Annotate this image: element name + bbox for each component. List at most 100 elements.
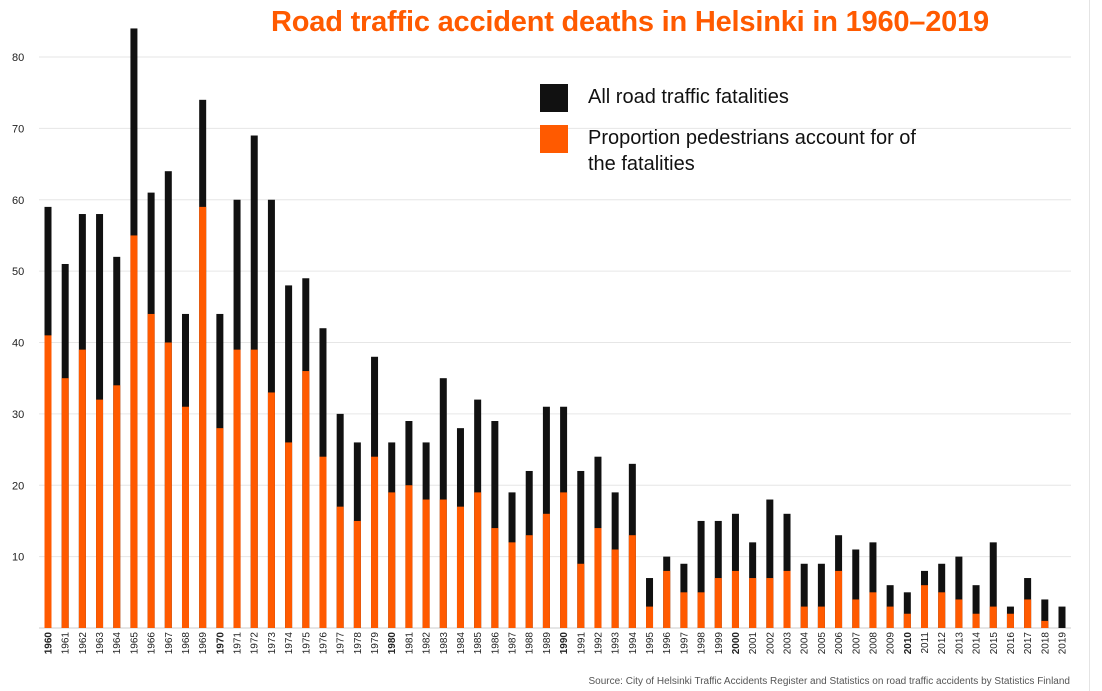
bar-pedestrians-2017 [1024, 599, 1032, 628]
bar-pedestrians-1969 [199, 206, 207, 628]
bar-pedestrians-1967 [164, 342, 172, 628]
bar-pedestrians-2018 [1041, 620, 1049, 628]
x-tick-label-1977: 1977 [336, 632, 347, 655]
x-tick-label-1983: 1983 [439, 632, 450, 655]
bar-pedestrians-2003 [783, 570, 791, 628]
x-tick-label-2013: 2013 [954, 632, 965, 655]
x-tick-label-1985: 1985 [473, 632, 484, 655]
bar-pedestrians-1990 [560, 492, 568, 628]
bar-pedestrians-1979 [371, 456, 379, 628]
x-tick-label-1998: 1998 [697, 632, 708, 655]
x-tick-label-1994: 1994 [628, 632, 639, 655]
bar-pedestrians-1981 [405, 485, 413, 628]
x-tick-label-2015: 2015 [989, 632, 1000, 655]
bar-pedestrians-2012 [938, 592, 946, 628]
x-tick-label-2019: 2019 [1058, 632, 1069, 655]
x-tick-label-1978: 1978 [353, 632, 364, 655]
bar-pedestrians-2010 [903, 613, 911, 628]
bar-total-1995 [646, 578, 654, 628]
x-tick-label-1970: 1970 [215, 632, 226, 655]
bar-pedestrians-2005 [817, 606, 825, 628]
x-tick-label-1982: 1982 [422, 632, 433, 655]
x-tick-label-1969: 1969 [198, 632, 209, 655]
x-tick-label-1987: 1987 [508, 632, 519, 655]
bar-pedestrians-1998 [697, 592, 705, 628]
x-tick-label-2012: 2012 [937, 632, 948, 655]
x-tick-label-1972: 1972 [250, 632, 261, 655]
x-tick-label-1964: 1964 [112, 632, 123, 655]
bar-pedestrians-2002 [766, 578, 774, 628]
x-tick-label-2014: 2014 [972, 632, 983, 655]
bar-pedestrians-1973 [267, 392, 275, 628]
y-axis-ticks: 10 20 30 40 50 60 70 80 [12, 52, 24, 564]
gridlines [39, 56, 1071, 629]
bar-pedestrians-1983 [439, 499, 447, 628]
bar-pedestrians-1975 [302, 371, 310, 628]
bar-pedestrians-1978 [353, 520, 361, 628]
bar-pedestrians-1991 [577, 563, 585, 628]
bar-total-1986 [491, 421, 499, 628]
x-tick-label-1993: 1993 [611, 632, 622, 655]
x-tick-label-1963: 1963 [95, 632, 106, 655]
bar-total-2018 [1041, 599, 1049, 628]
x-tick-label-2002: 2002 [765, 632, 776, 655]
y-tick-label: 50 [12, 266, 24, 278]
x-tick-label-2016: 2016 [1006, 632, 1017, 655]
bar-pedestrians-2007 [852, 599, 860, 628]
bar-pedestrians-1962 [78, 349, 86, 628]
bar-pedestrians-1989 [542, 513, 550, 628]
x-tick-label-1986: 1986 [490, 632, 501, 655]
bar-pedestrians-1963 [96, 399, 104, 628]
y-tick-label: 60 [12, 195, 24, 207]
bar-pedestrians-1982 [422, 499, 430, 628]
legend-item-all-fatalities: All road traffic fatalities [540, 84, 789, 112]
bar-pedestrians-1960 [44, 335, 52, 628]
bar-pedestrians-1968 [181, 406, 189, 628]
bar-pedestrians-1992 [594, 528, 602, 628]
x-tick-label-1999: 1999 [714, 632, 725, 655]
bar-pedestrians-1964 [113, 385, 121, 628]
bar-total-1999 [714, 520, 722, 628]
bar-pedestrians-1995 [646, 606, 654, 628]
bar-pedestrians-1996 [663, 570, 671, 628]
bar-total-2008 [869, 542, 877, 628]
x-tick-label-1989: 1989 [542, 632, 553, 655]
x-tick-label-1995: 1995 [645, 632, 656, 655]
bar-pedestrians-1999 [714, 578, 722, 628]
bar-pedestrians-2014 [972, 613, 980, 628]
y-tick-label: 30 [12, 409, 24, 421]
x-tick-label-2008: 2008 [868, 632, 879, 655]
source-note: Source: City of Helsinki Traffic Acciden… [588, 676, 1070, 687]
bar-pedestrians-2008 [869, 592, 877, 628]
x-tick-label-1979: 1979 [370, 632, 381, 655]
bars [44, 28, 1066, 629]
x-tick-label-1965: 1965 [129, 632, 140, 655]
x-tick-label-1974: 1974 [284, 632, 295, 655]
bar-pedestrians-1971 [233, 349, 241, 628]
x-tick-label-1960: 1960 [44, 632, 55, 655]
x-tick-label-1967: 1967 [164, 632, 175, 655]
x-tick-label-2005: 2005 [817, 632, 828, 655]
x-tick-label-2010: 2010 [903, 632, 914, 655]
x-tick-label-2004: 2004 [800, 632, 811, 655]
bar-pedestrians-2013 [955, 599, 963, 628]
bar-total-2013 [955, 556, 963, 628]
bar-total-2005 [817, 563, 825, 628]
bar-pedestrians-1965 [130, 235, 138, 628]
y-tick-label: 20 [12, 480, 24, 492]
y-tick-label: 70 [12, 123, 24, 135]
bar-pedestrians-1980 [388, 492, 396, 628]
bar-total-2015 [989, 542, 997, 628]
x-tick-label-2009: 2009 [886, 632, 897, 655]
y-tick-label: 80 [12, 52, 24, 64]
bar-pedestrians-1976 [319, 456, 327, 628]
bar-total-2010 [903, 592, 911, 628]
x-tick-label-1962: 1962 [78, 632, 89, 655]
bar-pedestrians-1977 [336, 506, 344, 628]
bar-pedestrians-1988 [525, 535, 533, 628]
bar-total-1998 [697, 520, 705, 628]
x-tick-label-1991: 1991 [576, 632, 587, 655]
x-tick-label-2011: 2011 [920, 632, 931, 654]
x-tick-label-1990: 1990 [559, 632, 570, 655]
